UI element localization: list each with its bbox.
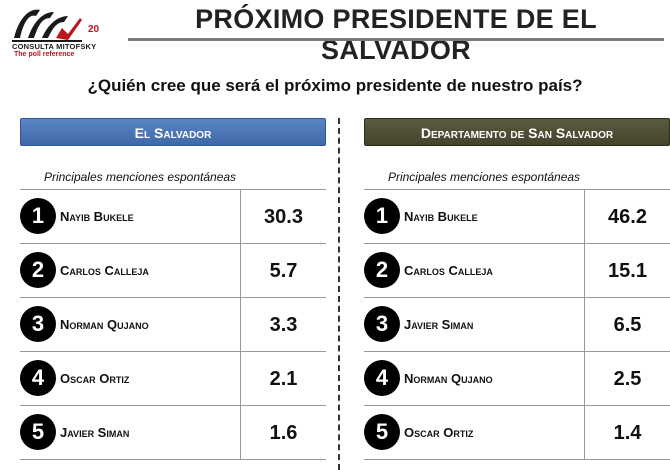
rank-badge: 5 bbox=[20, 414, 56, 450]
column-separator bbox=[240, 352, 241, 405]
panel-header: Departamento de San Salvador bbox=[364, 118, 670, 146]
candidate-name: Javier Siman bbox=[404, 317, 474, 332]
column-separator bbox=[240, 190, 241, 243]
panel-header: El Salvador bbox=[20, 118, 326, 146]
column-separator bbox=[584, 298, 585, 351]
logo-mark-icon bbox=[12, 9, 82, 42]
panel-subtitle: Principales menciones espontáneas bbox=[43, 170, 237, 184]
candidate-name: Javier Siman bbox=[60, 425, 130, 440]
rank-badge: 4 bbox=[364, 360, 400, 396]
rank-badge: 1 bbox=[364, 198, 400, 234]
page-title: PRÓXIMO PRESIDENTE DE EL SALVADOR bbox=[195, 4, 597, 65]
panel-san-salvador: Departamento de San Salvador Principales… bbox=[364, 118, 670, 460]
percentage-value: 30.3 bbox=[264, 206, 303, 228]
title-underline bbox=[128, 38, 664, 41]
ranking-row: 1 Nayib Bukele 30.3 bbox=[20, 190, 326, 244]
candidate-name: Nayib Bukele bbox=[404, 209, 478, 224]
candidate-name: Norman Qujano bbox=[404, 371, 493, 386]
panel-subtitle: Principales menciones espontáneas bbox=[387, 170, 581, 184]
percentage-value: 6.5 bbox=[613, 314, 642, 336]
rank-badge: 2 bbox=[20, 252, 56, 288]
ranking-row: 5 Javier Siman 1.6 bbox=[20, 406, 326, 460]
rank-badge: 3 bbox=[20, 306, 56, 342]
ranking-row: 2 Carlos Calleja 15.1 bbox=[364, 244, 670, 298]
ranking-row: 2 Carlos Calleja 5.7 bbox=[20, 244, 326, 298]
candidate-name: Oscar Ortiz bbox=[60, 371, 130, 386]
column-separator bbox=[584, 406, 585, 459]
percentage-value: 1.6 bbox=[269, 422, 298, 444]
logo-tagline: The poll reference bbox=[14, 51, 75, 58]
rank-badge: 2 bbox=[364, 252, 400, 288]
percentage-value: 3.3 bbox=[269, 314, 298, 336]
ranking-list: 1 Nayib Bukele 46.2 2 Carlos Calleja 15.… bbox=[364, 189, 670, 460]
column-separator bbox=[584, 352, 585, 405]
percentage-value: 5.7 bbox=[269, 260, 298, 282]
ranking-row: 4 Oscar Ortiz 2.1 bbox=[20, 352, 326, 406]
candidate-name: Carlos Calleja bbox=[404, 263, 493, 278]
percentage-value: 46.2 bbox=[608, 206, 647, 228]
percentage-value: 2.1 bbox=[269, 368, 298, 390]
candidate-name: Norman Qujano bbox=[60, 317, 149, 332]
ranking-row: 1 Nayib Bukele 46.2 bbox=[364, 190, 670, 244]
rank-badge: 1 bbox=[20, 198, 56, 234]
ranking-row: 3 Norman Qujano 3.3 bbox=[20, 298, 326, 352]
candidate-name: Carlos Calleja bbox=[60, 263, 149, 278]
mitofsky-logo: 20 CONSULTA MITOFSKY The poll reference bbox=[8, 4, 128, 62]
logo-brand-text: CONSULTA MITOFSKY bbox=[12, 42, 97, 51]
rank-badge: 5 bbox=[364, 414, 400, 450]
ranking-list: 1 Nayib Bukele 30.3 2 Carlos Calleja 5.7… bbox=[20, 189, 326, 460]
candidate-name: Nayib Bukele bbox=[60, 209, 134, 224]
percentage-value: 1.4 bbox=[613, 422, 642, 444]
ranking-row: 3 Javier Siman 6.5 bbox=[364, 298, 670, 352]
candidate-name: Oscar Ortiz bbox=[404, 425, 474, 440]
column-separator bbox=[240, 298, 241, 351]
ranking-row: 4 Norman Qujano 2.5 bbox=[364, 352, 670, 406]
rank-badge: 4 bbox=[20, 360, 56, 396]
panel-el-salvador: El Salvador Principales menciones espont… bbox=[20, 118, 326, 460]
column-separator bbox=[240, 406, 241, 459]
ranking-row: 5 Oscar Ortiz 1.4 bbox=[364, 406, 670, 460]
column-separator bbox=[584, 190, 585, 243]
column-separator bbox=[584, 244, 585, 297]
rank-badge: 3 bbox=[364, 306, 400, 342]
percentage-value: 2.5 bbox=[613, 368, 642, 390]
panel-divider bbox=[338, 118, 340, 470]
survey-question: ¿Quién cree que será el próximo presiden… bbox=[87, 76, 583, 95]
column-separator bbox=[240, 244, 241, 297]
anniversary-number: 20 bbox=[88, 24, 100, 35]
percentage-value: 15.1 bbox=[608, 260, 647, 282]
